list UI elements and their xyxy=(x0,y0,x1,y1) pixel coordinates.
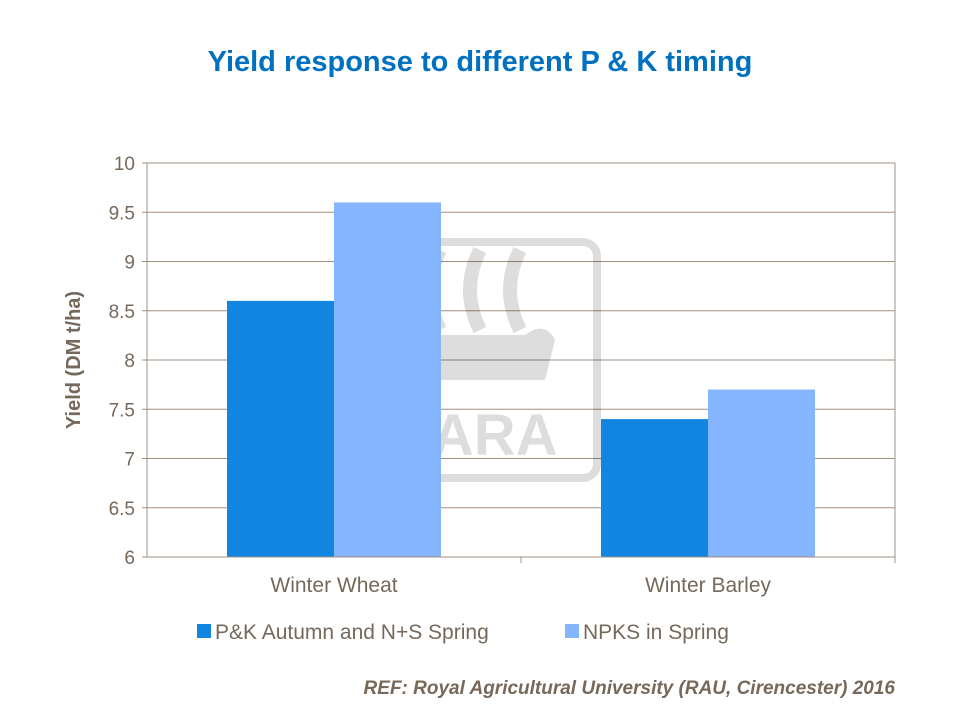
x-tick-label: Winter Barley xyxy=(645,574,772,597)
legend: P&K Autumn and N+S Spring NPKS in Spring xyxy=(197,621,729,644)
y-tick-label: 6 xyxy=(124,548,135,569)
bars xyxy=(227,202,815,557)
y-tick-label: 9 xyxy=(124,253,135,274)
legend-swatch xyxy=(197,624,211,638)
legend-swatch xyxy=(565,624,579,638)
x-axis: Winter Wheat Winter Barley xyxy=(147,556,896,597)
legend-label: NPKS in Spring xyxy=(583,621,729,644)
y-tick-label: 8.5 xyxy=(109,302,135,323)
y-axis-label: Yield (DM t/ha) xyxy=(63,291,85,429)
y-tick-label: 8 xyxy=(124,351,135,372)
x-tick-label: Winter Wheat xyxy=(270,574,397,597)
bar-2-1 xyxy=(334,202,441,557)
y-tick-label: 10 xyxy=(114,154,135,175)
y-tick-label: 9.5 xyxy=(109,203,135,224)
bar-2-2 xyxy=(708,389,815,557)
y-tick-label: 7 xyxy=(124,450,135,471)
reference-note: REF: Royal Agricultural University (RAU,… xyxy=(364,678,896,699)
chart-title: Yield response to different P & K timing xyxy=(208,46,753,78)
y-tick-label: 6.5 xyxy=(109,499,135,520)
y-axis: 6 6.5 7 7.5 8 8.5 9 9.5 10 xyxy=(109,154,148,569)
y-tick-label: 7.5 xyxy=(109,400,135,421)
legend-label: P&K Autumn and N+S Spring xyxy=(215,621,489,644)
bar-1-1 xyxy=(227,300,334,557)
bar-1-2 xyxy=(601,419,708,557)
